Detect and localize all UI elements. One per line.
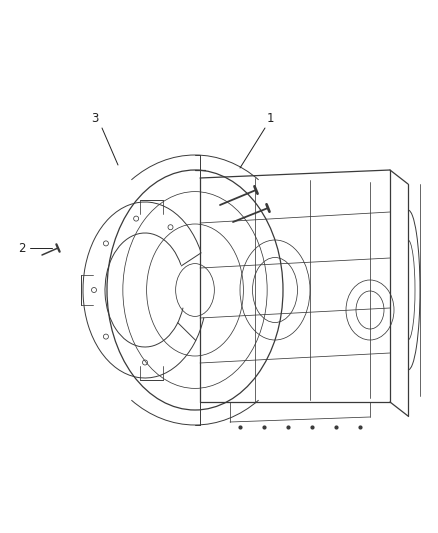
- Text: 3: 3: [91, 111, 99, 125]
- Text: 2: 2: [18, 241, 26, 254]
- Text: 1: 1: [266, 111, 274, 125]
